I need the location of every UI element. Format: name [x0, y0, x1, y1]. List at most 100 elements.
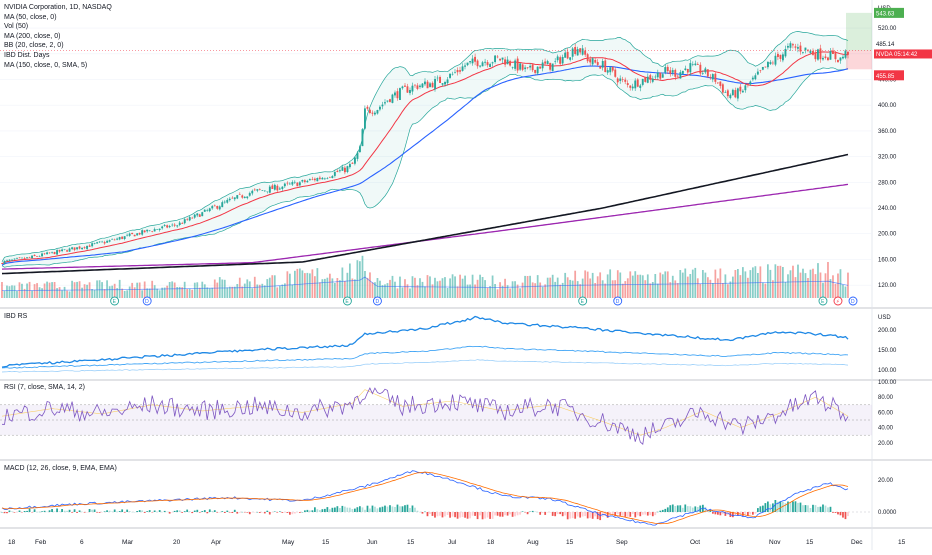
- volume-bar: [329, 274, 331, 298]
- volume-bar: [672, 276, 674, 298]
- macd-histogram-bar: [805, 505, 807, 512]
- macd-histogram-bar: [562, 512, 564, 516]
- volume-bar: [191, 290, 193, 298]
- macd-histogram-bar: [750, 512, 752, 515]
- rsi-pane-label[interactable]: RSI (7, close, SMA, 14, 2): [4, 384, 85, 391]
- rs-pane-label[interactable]: IBD RS: [4, 313, 27, 320]
- candle-body: [594, 60, 596, 63]
- candle-body: [389, 99, 391, 102]
- candle-body: [179, 223, 181, 225]
- macd-histogram-bar: [339, 508, 341, 512]
- legend-line-ma200[interactable]: MA (200, close, 0): [4, 32, 112, 42]
- candle-body: [16, 258, 18, 259]
- candle-body: [136, 233, 138, 235]
- volume-bar: [612, 280, 614, 298]
- macd-histogram-bar: [196, 510, 198, 512]
- macd-histogram-bar: [24, 511, 26, 512]
- candle-body: [51, 252, 53, 253]
- macd-histogram-bar: [412, 506, 414, 513]
- candle-body: [264, 191, 266, 192]
- candle-body: [9, 260, 11, 261]
- volume-bar: [452, 274, 454, 298]
- candle-body: [732, 90, 734, 95]
- legend-line-ibd-dist[interactable]: IBD Dist. Days: [4, 51, 112, 61]
- candle-body: [21, 258, 23, 259]
- macd-histogram-bar: [679, 505, 681, 512]
- volume-bar: [584, 270, 586, 298]
- legend-line-ma150[interactable]: MA (150, close, 0, SMA, 5): [4, 61, 112, 71]
- chart-legend: NVIDIA Corporation, 1D, NASDAQ MA (50, c…: [4, 3, 112, 70]
- macd-histogram-bar: [294, 512, 296, 514]
- macd-histogram-bar: [34, 509, 36, 512]
- legend-line-ma50[interactable]: MA (50, close, 0): [4, 13, 112, 23]
- macd-histogram-bar: [379, 507, 381, 512]
- volume-bar: [825, 273, 827, 298]
- candle-body: [544, 62, 546, 64]
- volume-bar: [377, 278, 379, 298]
- volume-bar: [276, 287, 278, 298]
- macd-histogram-bar: [835, 512, 837, 513]
- candle-body: [717, 83, 719, 84]
- volume-bar: [519, 288, 521, 298]
- candle-body: [632, 87, 634, 89]
- macd-histogram-bar: [349, 508, 351, 512]
- macd-histogram-bar: [231, 512, 233, 513]
- candle-body: [164, 225, 166, 226]
- macd-histogram-bar: [559, 512, 561, 514]
- candle-body: [189, 217, 191, 220]
- candle-body: [229, 199, 231, 200]
- candle-body: [194, 215, 196, 218]
- candle-body: [770, 62, 772, 64]
- macd-histogram-bar: [502, 512, 504, 517]
- volume-bar: [216, 283, 218, 298]
- volume-bar: [264, 285, 266, 298]
- macd-histogram-bar: [567, 512, 569, 519]
- candle-body: [567, 52, 569, 59]
- candle-body: [820, 48, 822, 59]
- macd-histogram-bar: [71, 512, 73, 513]
- volume-bar: [29, 282, 31, 298]
- candle-body: [342, 167, 344, 171]
- candle-body: [767, 62, 769, 67]
- candle-body: [739, 87, 741, 92]
- macd-histogram-bar: [810, 508, 812, 512]
- candle-body: [592, 58, 594, 64]
- candle-body: [154, 229, 156, 231]
- macd-histogram-bar: [269, 512, 271, 515]
- volume-bar: [689, 274, 691, 298]
- macd-histogram-bar: [399, 506, 401, 512]
- macd-histogram-bar: [181, 512, 183, 513]
- macd-histogram-bar: [191, 512, 193, 513]
- candle-body: [727, 90, 729, 96]
- macd-histogram-bar: [429, 512, 431, 514]
- macd-pane-label[interactable]: MACD (12, 26, close, 9, EMA, EMA): [4, 465, 117, 472]
- macd-histogram-bar: [201, 511, 203, 512]
- price-tick-label: 160.00: [878, 257, 897, 263]
- volume-bar: [314, 276, 316, 298]
- macd-histogram-bar: [617, 512, 619, 514]
- macd-histogram-bar: [317, 509, 319, 512]
- volume-bar: [694, 268, 696, 298]
- macd-histogram-bar: [422, 512, 424, 514]
- macd-histogram-bar: [89, 509, 91, 512]
- legend-line-bb[interactable]: BB (20, close, 2, 0): [4, 41, 112, 51]
- candle-body: [644, 77, 646, 82]
- volume-bar: [742, 267, 744, 298]
- volume-bar: [705, 273, 707, 298]
- candle-body: [817, 49, 819, 59]
- macd-histogram-bar: [119, 511, 121, 512]
- candle-body: [647, 77, 649, 83]
- macd-histogram-bar: [532, 511, 534, 512]
- macd-histogram-bar: [780, 501, 782, 512]
- candle-body: [394, 93, 396, 96]
- candle-body: [41, 254, 43, 257]
- macd-histogram-bar: [827, 507, 829, 512]
- volume-bar: [757, 273, 759, 298]
- target-price-tag: 543.63: [876, 11, 895, 17]
- candle-body: [557, 57, 559, 61]
- legend-line-vol[interactable]: Vol (50): [4, 22, 112, 32]
- volume-bar: [547, 278, 549, 298]
- candle-body: [587, 54, 589, 61]
